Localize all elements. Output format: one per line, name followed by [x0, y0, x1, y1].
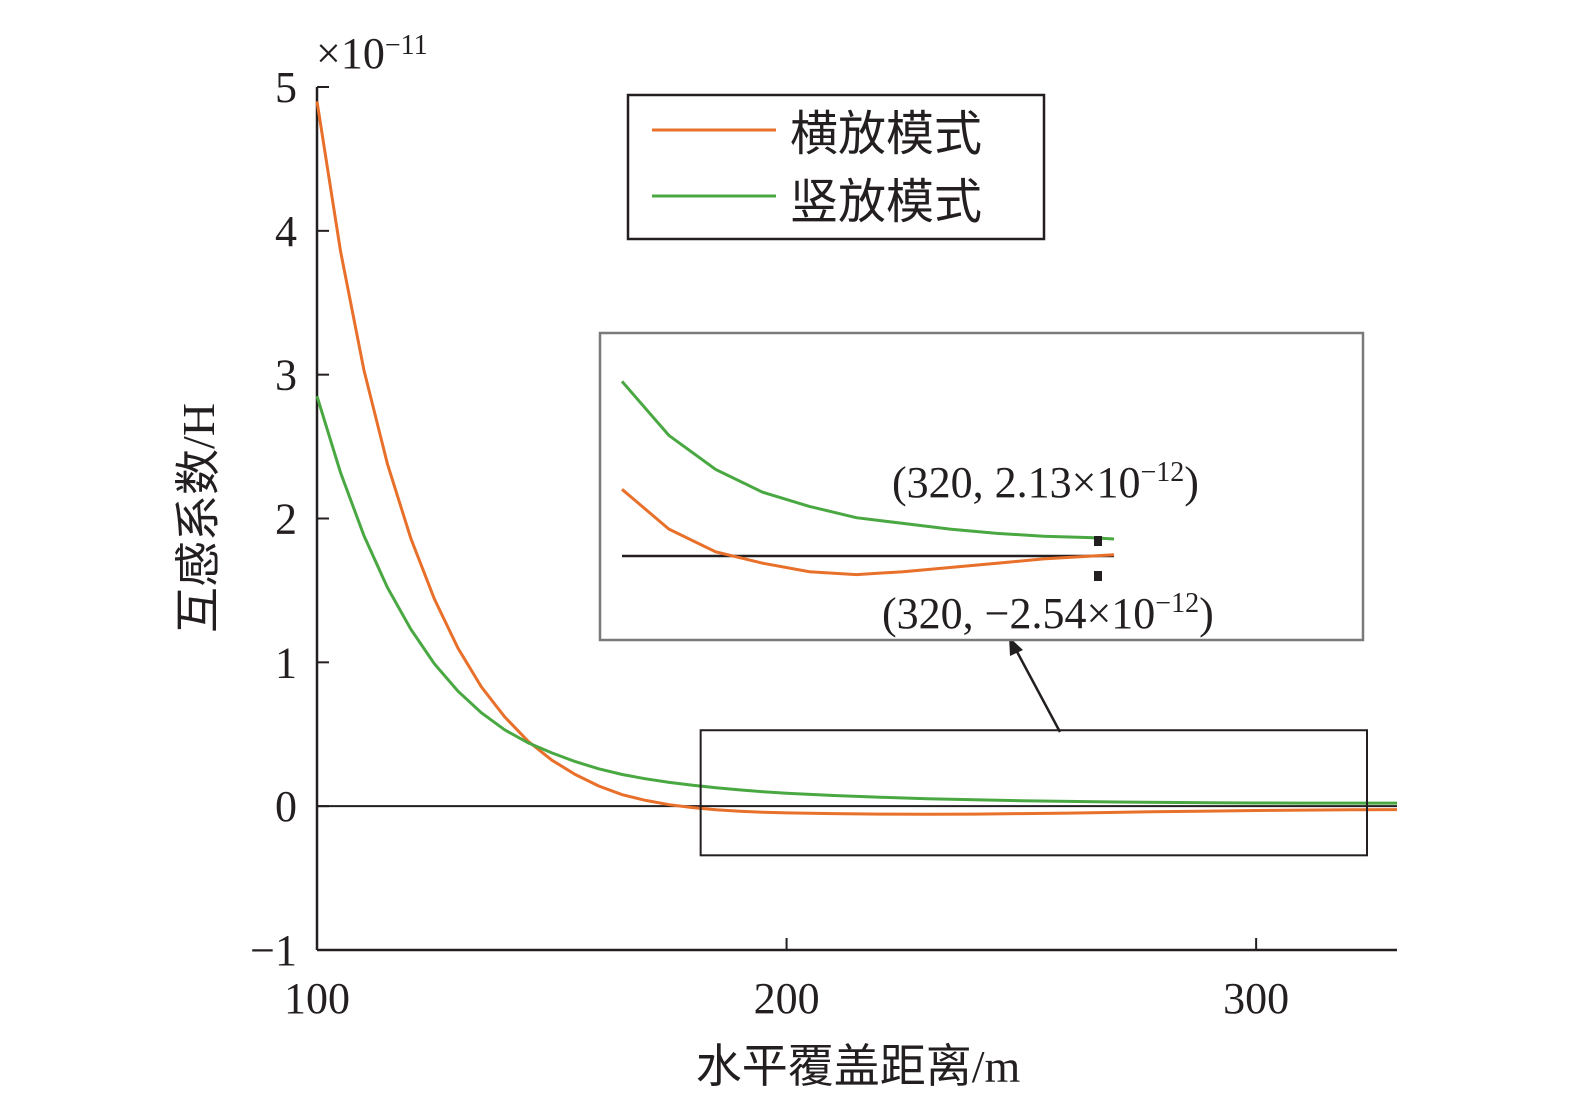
y-axis-title: 互感系数/H [173, 403, 224, 633]
y-tick-label: 1 [275, 638, 297, 687]
legend-label-horizontal: 横放模式 [790, 108, 982, 161]
x-tick-label: 100 [284, 974, 350, 1023]
y-tick-label: 5 [275, 63, 297, 112]
zoom-region-box [699, 729, 1368, 857]
marker-horizontal-end [1094, 571, 1102, 581]
legend-label-vertical: 竖放模式 [790, 176, 982, 229]
y-tick-label: 2 [275, 495, 297, 544]
marker-vertical-end [1094, 536, 1102, 546]
y-tick-label: 0 [275, 782, 297, 831]
x-tick-label: 300 [1223, 974, 1289, 1023]
legend: 横放模式 竖放模式 [626, 93, 1046, 241]
y-tick-label: 3 [275, 351, 297, 400]
inset-series-vertical [620, 380, 1115, 541]
y-tick-label: −1 [250, 926, 297, 975]
exponent-label: ×10−11 [316, 29, 428, 78]
y-tick-label: 4 [275, 207, 297, 256]
series-line-vertical [315, 395, 1397, 805]
annotation-vertical: (320, 2.13×10−12) [892, 457, 1199, 507]
inset-panel: (320, 2.13×10−12) (320, −2.54×10−12) [598, 331, 1365, 642]
inset-series-horizontal [621, 488, 1115, 577]
x-axis-title: 水平覆盖距离/m [696, 1041, 1021, 1092]
x-tick-label: 200 [754, 974, 820, 1023]
series-line-horizontal [315, 101, 1398, 816]
annotation-horizontal: (320, −2.54×10−12) [882, 588, 1214, 638]
zoom-arrow [1009, 637, 1062, 733]
